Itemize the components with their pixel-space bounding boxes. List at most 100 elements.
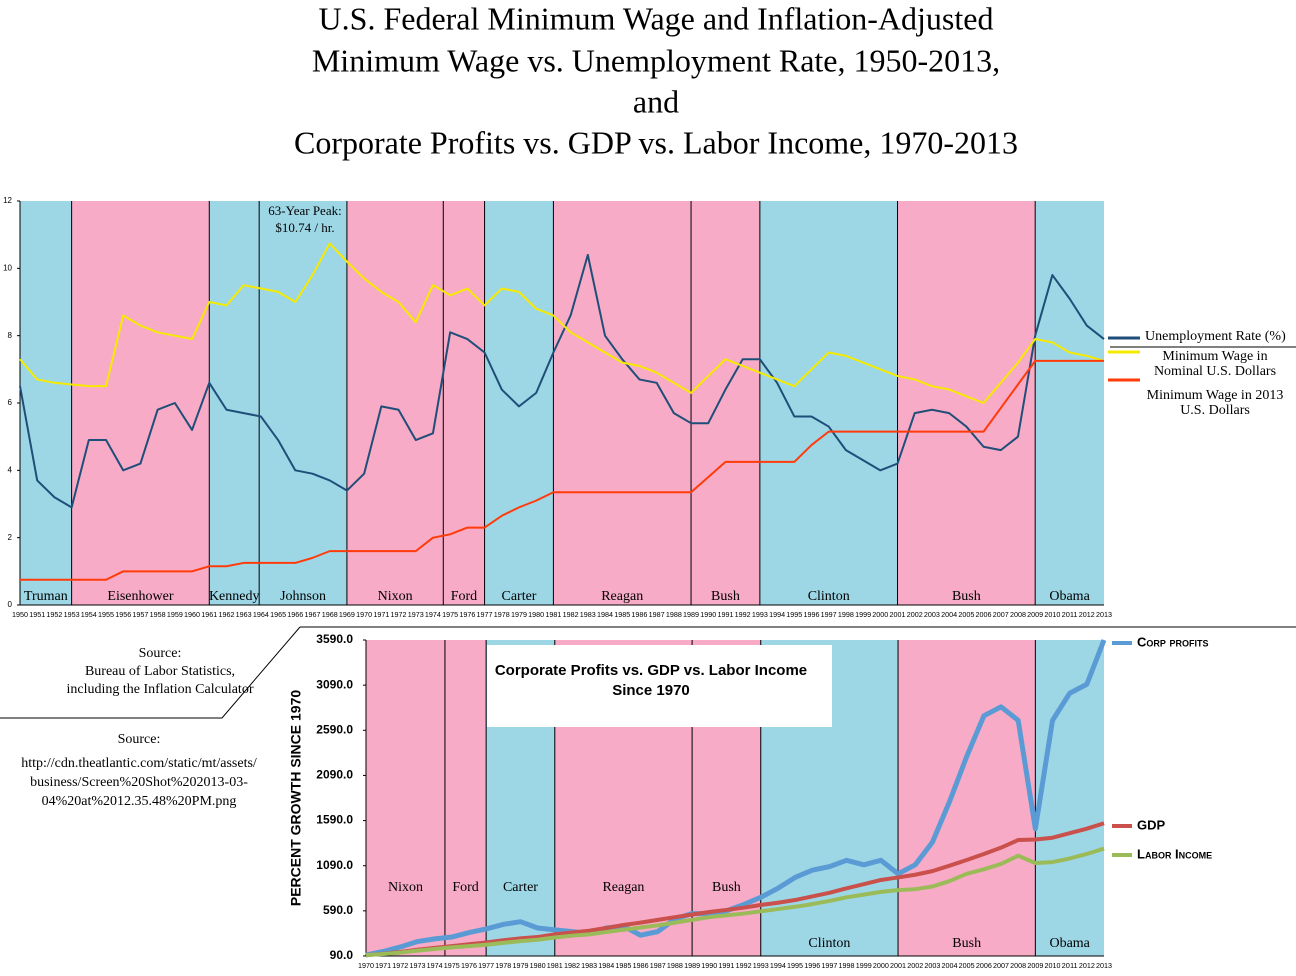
x-tick-label: 1985 bbox=[615, 963, 631, 970]
annotation: $10.74 / hr. bbox=[275, 220, 334, 235]
x-tick-label: 1987 bbox=[650, 963, 666, 970]
term-label: Carter bbox=[501, 589, 536, 604]
y-tick-label: 2 bbox=[8, 533, 13, 542]
x-tick-label: 1978 bbox=[494, 612, 510, 619]
series-line bbox=[20, 359, 1104, 581]
x-tick-label: 1974 bbox=[425, 612, 441, 619]
source-heading: Source: bbox=[118, 732, 161, 747]
series-line bbox=[365, 821, 1105, 958]
x-tick-label: 1986 bbox=[631, 612, 647, 619]
x-tick-label: 1997 bbox=[821, 963, 837, 970]
x-tick-label: 2000 bbox=[873, 963, 889, 970]
term-label: Bush bbox=[952, 936, 981, 951]
x-tick-label: 1986 bbox=[633, 963, 649, 970]
page-title: U.S. Federal Minimum Wage and Inflation-… bbox=[319, 0, 994, 36]
x-tick-label: 1989 bbox=[683, 612, 699, 619]
y-tick-label: 2590.0 bbox=[316, 722, 353, 736]
x-tick-label: 1954 bbox=[81, 612, 97, 619]
x-tick-label: 1956 bbox=[115, 612, 131, 619]
x-tick-label: 1974 bbox=[427, 963, 443, 970]
legend-label: Minimum Wage in 2013 U.S. Dollars bbox=[1146, 388, 1284, 418]
source-line: Bureau of Labor Statistics, bbox=[85, 664, 235, 679]
legend-label: Unemployment Rate (%) bbox=[1145, 329, 1286, 344]
x-tick-label: 1973 bbox=[408, 612, 424, 619]
x-tick-label: 1983 bbox=[581, 963, 597, 970]
x-tick-label: 1997 bbox=[821, 612, 837, 619]
x-tick-label: 1995 bbox=[786, 612, 802, 619]
x-tick-label: 1970 bbox=[356, 612, 372, 619]
x-tick-label: 1989 bbox=[684, 963, 700, 970]
series-line bbox=[365, 846, 1105, 958]
x-tick-label: 1991 bbox=[718, 963, 734, 970]
x-tick-label: 1983 bbox=[580, 612, 596, 619]
x-tick-label: 2011 bbox=[1062, 612, 1078, 619]
x-tick-label: 1977 bbox=[478, 963, 494, 970]
x-tick-label: 2000 bbox=[872, 612, 888, 619]
x-tick-label: 1988 bbox=[666, 612, 682, 619]
term-band bbox=[444, 640, 487, 956]
term-band bbox=[71, 201, 210, 605]
term-band bbox=[553, 201, 692, 605]
term-label: Clinton bbox=[808, 589, 850, 604]
term-label: Obama bbox=[1049, 936, 1090, 951]
y-tick-label: 1590.0 bbox=[316, 813, 353, 827]
x-tick-label: 1996 bbox=[804, 963, 820, 970]
y-tick-label: 10 bbox=[3, 263, 12, 272]
x-tick-label: 2005 bbox=[959, 963, 975, 970]
term-label: Bush bbox=[952, 589, 981, 604]
x-tick-label: 1959 bbox=[167, 612, 183, 619]
x-tick-label: 1982 bbox=[563, 612, 579, 619]
term-label: Ford bbox=[451, 589, 477, 604]
x-tick-label: 1981 bbox=[547, 963, 563, 970]
y-tick-label: 3590.0 bbox=[316, 632, 353, 646]
annotation: 63-Year Peak: bbox=[268, 203, 341, 218]
x-tick-label: 2006 bbox=[976, 612, 992, 619]
x-tick-label: 2012 bbox=[1079, 963, 1095, 970]
page-title: Minimum Wage vs. Unemployment Rate, 1950… bbox=[312, 42, 1000, 78]
term-band bbox=[1035, 640, 1104, 956]
x-tick-label: 1971 bbox=[375, 963, 391, 970]
x-tick-label: 1970 bbox=[358, 963, 374, 970]
y-tick-label: 3090.0 bbox=[316, 677, 353, 691]
y-tick-label: 590.0 bbox=[323, 903, 353, 917]
x-tick-label: 2012 bbox=[1079, 612, 1095, 619]
term-band bbox=[484, 201, 554, 605]
page-title: Corporate Profits vs. GDP vs. Labor Inco… bbox=[294, 124, 1018, 160]
x-tick-label: 2005 bbox=[958, 612, 974, 619]
term-band bbox=[346, 201, 444, 605]
x-tick-label: 1962 bbox=[218, 612, 234, 619]
term-label: Bush bbox=[711, 589, 740, 604]
term-label: Kennedy bbox=[209, 589, 260, 604]
legend-label: GDP bbox=[1137, 817, 1166, 832]
x-tick-label: 1963 bbox=[236, 612, 252, 619]
x-tick-label: 1998 bbox=[838, 612, 854, 619]
x-tick-label: 2006 bbox=[976, 963, 992, 970]
x-tick-label: 1991 bbox=[717, 612, 733, 619]
series-line bbox=[19, 242, 1105, 404]
x-tick-label: 2007 bbox=[993, 963, 1009, 970]
x-tick-label: 1973 bbox=[409, 963, 425, 970]
term-label: Reagan bbox=[602, 880, 644, 895]
x-tick-label: 1955 bbox=[98, 612, 114, 619]
term-label: Clinton bbox=[808, 936, 850, 951]
term-band bbox=[209, 201, 260, 605]
chart-title: Since 1970 bbox=[612, 682, 690, 699]
x-tick-label: 1978 bbox=[495, 963, 511, 970]
term-label: Eisenhower bbox=[107, 589, 173, 604]
x-tick-label: 1998 bbox=[839, 963, 855, 970]
chart-title: Corporate Profits vs. GDP vs. Labor Inco… bbox=[495, 662, 807, 679]
y-tick-label: 0 bbox=[8, 600, 13, 609]
x-tick-label: 1976 bbox=[461, 963, 477, 970]
x-tick-label: 1990 bbox=[700, 612, 716, 619]
x-tick-label: 1996 bbox=[803, 612, 819, 619]
x-tick-label: 2010 bbox=[1045, 963, 1061, 970]
x-tick-label: 1965 bbox=[270, 612, 286, 619]
y-tick-label: 1090.0 bbox=[316, 858, 353, 872]
term-band bbox=[691, 201, 760, 605]
x-tick-label: 1958 bbox=[150, 612, 166, 619]
x-tick-label: 1994 bbox=[770, 963, 786, 970]
x-tick-label: 1961 bbox=[201, 612, 217, 619]
x-tick-label: 1988 bbox=[667, 963, 683, 970]
x-tick-label: 1953 bbox=[64, 612, 80, 619]
